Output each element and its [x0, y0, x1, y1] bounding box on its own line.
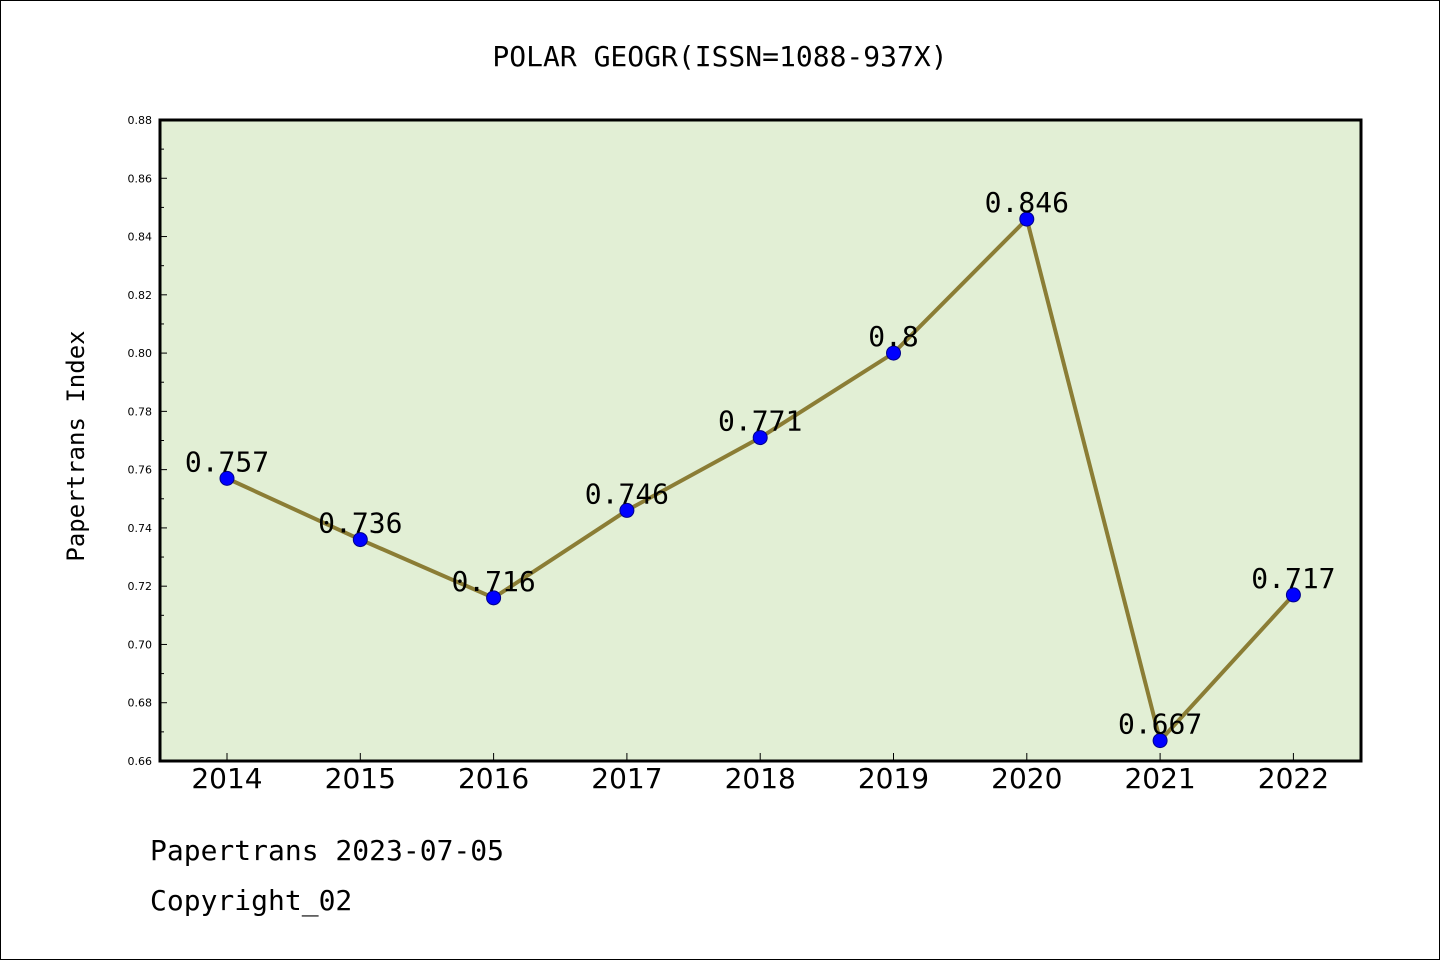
- y-axis: 0.66 0.68 0.70 0.72 0.74 0.76 0.78 0.80 0.82 0.84…: [128, 114, 167, 768]
- data-label: 0.716: [451, 565, 535, 598]
- y-tick-label: 0.78: [128, 405, 153, 418]
- y-tick-label: 0.74: [128, 522, 153, 535]
- data-point: [886, 345, 901, 361]
- x-tick-label: 2019: [858, 762, 929, 795]
- footer-date: Papertrans 2023-07-05: [150, 834, 505, 867]
- data-label: 0.736: [318, 507, 402, 540]
- data-point: [219, 470, 235, 486]
- data-point: [619, 502, 635, 518]
- x-tick-label: 2017: [591, 762, 662, 795]
- data-point: [1019, 211, 1035, 227]
- data-point: [1152, 733, 1168, 749]
- x-axis: 2014 2015 2016 2017 2018 2019 2020 2021 2022: [191, 753, 1329, 795]
- data-point: [486, 590, 502, 606]
- x-tick-label: 2021: [1124, 762, 1195, 795]
- plot-area: [158, 118, 1363, 763]
- y-tick-label: 0.76: [128, 464, 153, 477]
- data-label: 0.771: [718, 405, 802, 438]
- y-tick-label: 0.72: [128, 580, 153, 593]
- series-layer: 0.757 0.736 0.716 0.746 0.771 0.8 0.846 0.667 0.…: [185, 186, 1336, 749]
- x-tick-label: 2014: [191, 762, 262, 795]
- chart-title: POLAR GEOGR(ISSN=1088-937X): [492, 40, 947, 73]
- data-label: 0.717: [1251, 562, 1335, 595]
- footer-copyright: Copyright_02: [150, 884, 353, 917]
- y-tick-label: 0.70: [128, 638, 153, 651]
- data-label: 0.757: [185, 445, 269, 478]
- data-label: 0.667: [1118, 708, 1202, 741]
- x-tick-label: 2020: [991, 762, 1062, 795]
- data-point: [352, 532, 368, 548]
- y-tick-label: 0.84: [128, 231, 153, 244]
- data-point: [1285, 587, 1301, 603]
- y-tick-label: 0.68: [128, 697, 153, 710]
- x-tick-label: 2022: [1258, 762, 1329, 795]
- y-tick-label: 0.82: [128, 289, 153, 302]
- x-tick-label: 2018: [725, 762, 796, 795]
- y-tick-label: 0.86: [128, 172, 153, 185]
- x-tick-label: 2016: [458, 762, 529, 795]
- data-point: [752, 430, 768, 446]
- y-tick-label: 0.66: [128, 755, 153, 768]
- x-tick-label: 2015: [325, 762, 396, 795]
- y-axis-label: Papertrans Index: [62, 330, 90, 561]
- data-label: 0.8: [868, 320, 919, 353]
- y-tick-label: 0.80: [128, 347, 153, 360]
- data-label: 0.846: [985, 186, 1069, 219]
- y-tick-label: 0.88: [128, 114, 153, 127]
- data-label: 0.746: [585, 477, 669, 510]
